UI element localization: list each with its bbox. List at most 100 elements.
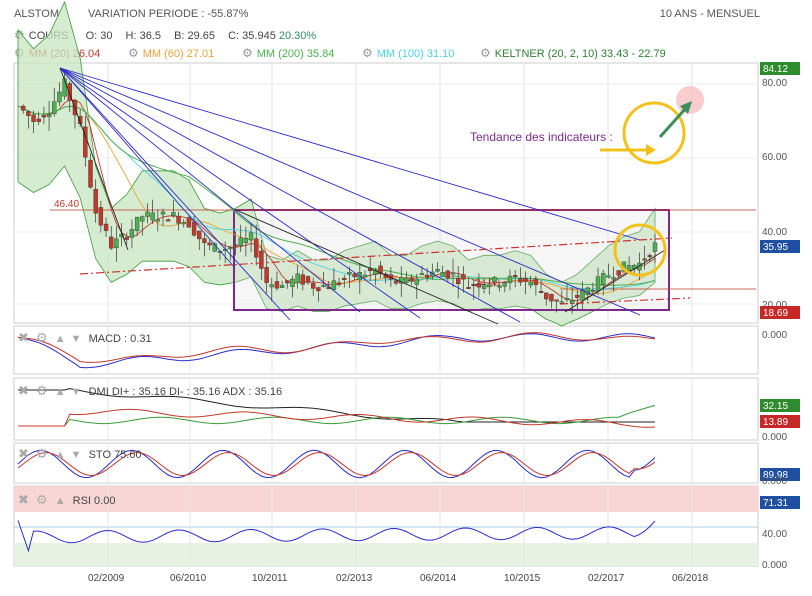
gear-icon[interactable]: ⚙ <box>362 46 373 60</box>
candle <box>487 284 492 288</box>
mm20-line <box>17 99 656 301</box>
x-tick-label: 10/2011 <box>252 573 288 584</box>
x-tick-label: 06/2014 <box>420 573 457 584</box>
candle <box>254 238 259 258</box>
candle <box>471 284 476 287</box>
di-minus-line <box>18 408 656 428</box>
candle <box>414 278 419 285</box>
candle <box>103 223 109 231</box>
gear-icon[interactable]: ⚙ <box>35 446 48 461</box>
candle <box>642 258 647 261</box>
dmi-panel <box>13 377 759 441</box>
candle <box>456 278 461 285</box>
candle <box>98 207 104 226</box>
candle <box>57 91 62 103</box>
x-tick-label: 06/2018 <box>672 573 709 584</box>
y-tick-20: 20.00 <box>762 300 787 311</box>
candle <box>243 238 249 244</box>
x-tick-label: 02/2009 <box>88 573 125 584</box>
dmi-tick: 0.000 <box>762 432 787 443</box>
candle <box>497 285 502 288</box>
level-label-24: 24.98 <box>475 278 500 289</box>
arrow-down-icon[interactable]: ▼ <box>70 386 82 398</box>
period-label[interactable]: 10 ANS - MENSUEL <box>659 8 760 20</box>
candle <box>528 281 533 286</box>
arrow-up-icon[interactable]: ▲ <box>54 386 66 398</box>
candle <box>269 284 274 288</box>
candle <box>165 219 171 222</box>
candle <box>352 273 357 278</box>
candle <box>518 278 523 283</box>
sto-d-line <box>17 451 656 477</box>
candle <box>601 273 606 286</box>
arrow-down-icon[interactable]: ▼ <box>70 449 82 461</box>
candle <box>331 280 337 290</box>
legend-mm100[interactable]: ⚙ MM (100) 31.10 <box>362 46 455 60</box>
arrow-down-icon[interactable]: ▼ <box>70 333 82 345</box>
candle <box>26 111 31 116</box>
close-icon[interactable]: ✖ <box>18 446 29 461</box>
symbol-title: ALSTOM <box>14 8 60 20</box>
candle <box>595 276 601 292</box>
legend-mm200[interactable]: ⚙ MM (200) 35.84 <box>242 46 335 60</box>
candle <box>150 212 155 221</box>
gear-icon[interactable]: ⚙ <box>35 383 48 398</box>
candle <box>109 236 114 249</box>
candle <box>316 287 321 292</box>
highlight-circle <box>613 223 667 277</box>
candle <box>321 284 326 287</box>
tendance-label: Tendance des indicateurs : <box>470 130 613 144</box>
x-tick-label: 06/2010 <box>170 573 207 584</box>
candle <box>160 211 166 215</box>
gear-icon[interactable]: ⚙ <box>242 46 253 60</box>
rsi-tick-40: 40.00 <box>762 529 787 540</box>
sto-tag-bg <box>760 468 800 481</box>
candle <box>347 271 352 275</box>
rsi-header[interactable]: ✖ ⚙ ▲ RSI 0.00 <box>18 492 115 508</box>
legend-mm60[interactable]: ⚙ MM (60) 27.01 <box>128 46 215 60</box>
level-label-46: 46.40 <box>54 199 79 210</box>
rsi-tick-0: 0.000 <box>762 560 787 571</box>
green-arrow <box>658 106 688 139</box>
candle <box>461 274 466 280</box>
arrow-up-icon[interactable]: ▲ <box>54 449 66 461</box>
candle <box>590 289 596 292</box>
dmi-header[interactable]: ✖ ⚙ ▲ ▼ DMI DI+ : 35.16 DI- : 35.16 ADX … <box>18 383 282 399</box>
x-tick-label: 02/2013 <box>336 573 373 584</box>
arrow-up-icon[interactable]: ▲ <box>54 495 66 507</box>
candle <box>544 292 549 300</box>
candle <box>31 114 36 122</box>
candle <box>538 291 544 293</box>
candle <box>512 275 518 277</box>
candle <box>20 105 26 111</box>
dmi-tag-green: 32.15 <box>763 401 788 412</box>
rsi-overbought-zone <box>14 486 758 512</box>
macd-tick: 0.000 <box>762 330 787 341</box>
candle <box>305 276 311 283</box>
candle <box>77 116 83 124</box>
macd-panel <box>13 325 759 375</box>
candle <box>207 242 212 246</box>
close-icon[interactable]: ✖ <box>18 492 29 507</box>
legend-keltner[interactable]: ⚙ KELTNER (20, 2, 10) 33.43 - 22.79 <box>480 46 666 60</box>
candle <box>191 221 197 236</box>
candle <box>202 238 207 243</box>
close-icon[interactable]: ✖ <box>18 383 29 398</box>
gear-icon[interactable]: ⚙ <box>128 46 139 60</box>
gear-icon[interactable]: ⚙ <box>480 46 491 60</box>
candle <box>36 118 41 122</box>
gear-icon[interactable]: ⚙ <box>35 492 48 507</box>
tag-low: 18.69 <box>763 308 788 319</box>
gear-icon[interactable]: ⚙ <box>35 330 48 345</box>
green-arrow-head <box>680 101 692 114</box>
candle <box>647 255 653 258</box>
tag-low-bg <box>760 306 800 319</box>
macd-header[interactable]: ✖ ⚙ ▲ ▼ MACD : 0.31 <box>18 330 152 346</box>
arrow-up-icon[interactable]: ▲ <box>54 333 66 345</box>
support-dashed-line <box>559 297 691 305</box>
sto-header[interactable]: ✖ ⚙ ▲ ▼ STO 75.60 <box>18 446 142 462</box>
candle <box>606 275 611 278</box>
candle <box>67 83 72 101</box>
close-icon[interactable]: ✖ <box>18 330 29 345</box>
